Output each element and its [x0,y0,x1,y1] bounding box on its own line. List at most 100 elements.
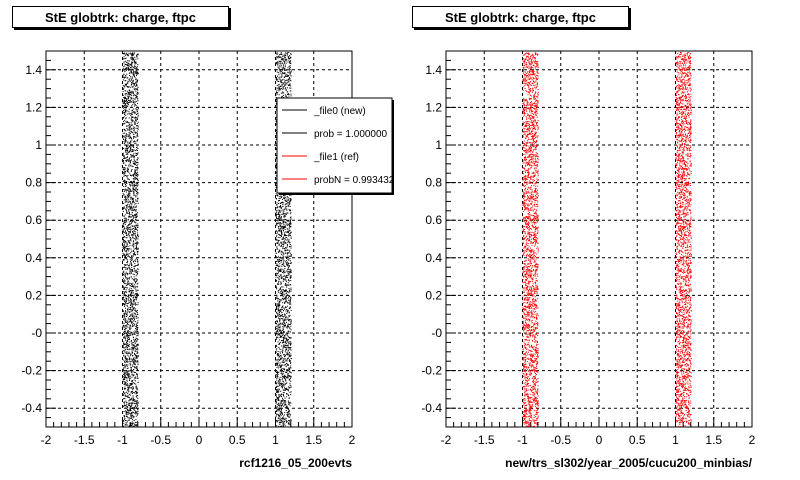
data-point [125,138,127,140]
data-point [275,178,277,180]
data-point [136,251,138,253]
data-point [128,290,130,292]
data-point [131,110,133,112]
data-point [123,61,125,63]
data-point [137,289,139,291]
data-point [287,282,289,284]
data-point [133,71,134,73]
data-point [122,123,124,125]
data-point [137,404,139,406]
data-point [134,220,136,222]
data-point [129,184,131,186]
data-point [279,292,281,294]
data-point [133,250,135,252]
data-point [136,251,138,252]
data-point [130,76,131,78]
data-point [275,276,277,278]
data-point [282,360,284,362]
data-point [135,73,137,75]
data-point [135,400,137,402]
data-point [131,201,133,203]
data-point [132,205,134,207]
data-point [129,188,131,190]
data-point [277,365,279,367]
data-point [137,409,139,411]
data-point [131,90,133,92]
data-point [284,412,286,413]
data-point [280,225,282,226]
data-point [279,217,281,219]
data-point [282,263,283,265]
data-point [285,69,287,71]
data-point [288,312,290,314]
data-point [286,351,288,353]
data-point [133,220,135,221]
data-point [136,246,137,248]
data-point [125,250,127,252]
data-point [132,199,134,201]
data-point [135,78,137,80]
data-point [278,381,280,383]
data-point [277,273,278,275]
data-point [123,62,125,64]
data-point [281,202,282,204]
data-point [275,265,277,266]
data-point [130,383,132,385]
data-point [282,244,284,246]
data-point [129,337,130,339]
data-point [278,372,280,373]
data-point [280,60,282,62]
data-point [132,322,134,324]
data-point [129,308,131,310]
data-point [282,347,284,349]
data-point [282,228,284,230]
data-point [135,227,137,229]
data-point [133,406,135,408]
data-point [280,405,282,407]
data-point [275,77,277,79]
data-point [275,311,277,313]
data-point [133,270,135,272]
data-point [133,102,135,104]
data-point [135,407,137,409]
data-point [290,362,292,364]
data-point [134,94,136,96]
data-point [124,282,126,284]
data-point [290,329,292,331]
data-point [124,93,126,95]
data-point [135,149,136,151]
data-point [278,289,280,291]
data-point [281,251,283,253]
data-point [134,228,136,230]
data-point [276,234,278,236]
data-point [280,228,282,230]
data-point [135,142,137,144]
data-point [124,355,126,357]
data-point [284,297,286,299]
data-point [279,323,281,325]
data-point [127,201,129,203]
data-point [126,244,128,246]
data-point [286,349,288,350]
data-point [282,278,284,280]
data-point [285,221,287,223]
data-point [123,336,125,338]
data-point [130,91,132,93]
data-point [136,401,138,403]
data-point [282,381,284,383]
data-point [128,352,130,354]
data-point [125,271,127,273]
data-point [123,359,125,361]
data-point [131,342,133,344]
data-point [287,258,289,260]
data-point [134,121,136,123]
data-point [126,421,128,423]
data-point [131,53,133,55]
data-point [125,114,127,116]
data-point [130,295,132,297]
data-point [282,334,284,335]
data-point [289,360,291,362]
data-point [290,71,292,73]
data-point [275,211,277,213]
data-point [283,274,285,276]
